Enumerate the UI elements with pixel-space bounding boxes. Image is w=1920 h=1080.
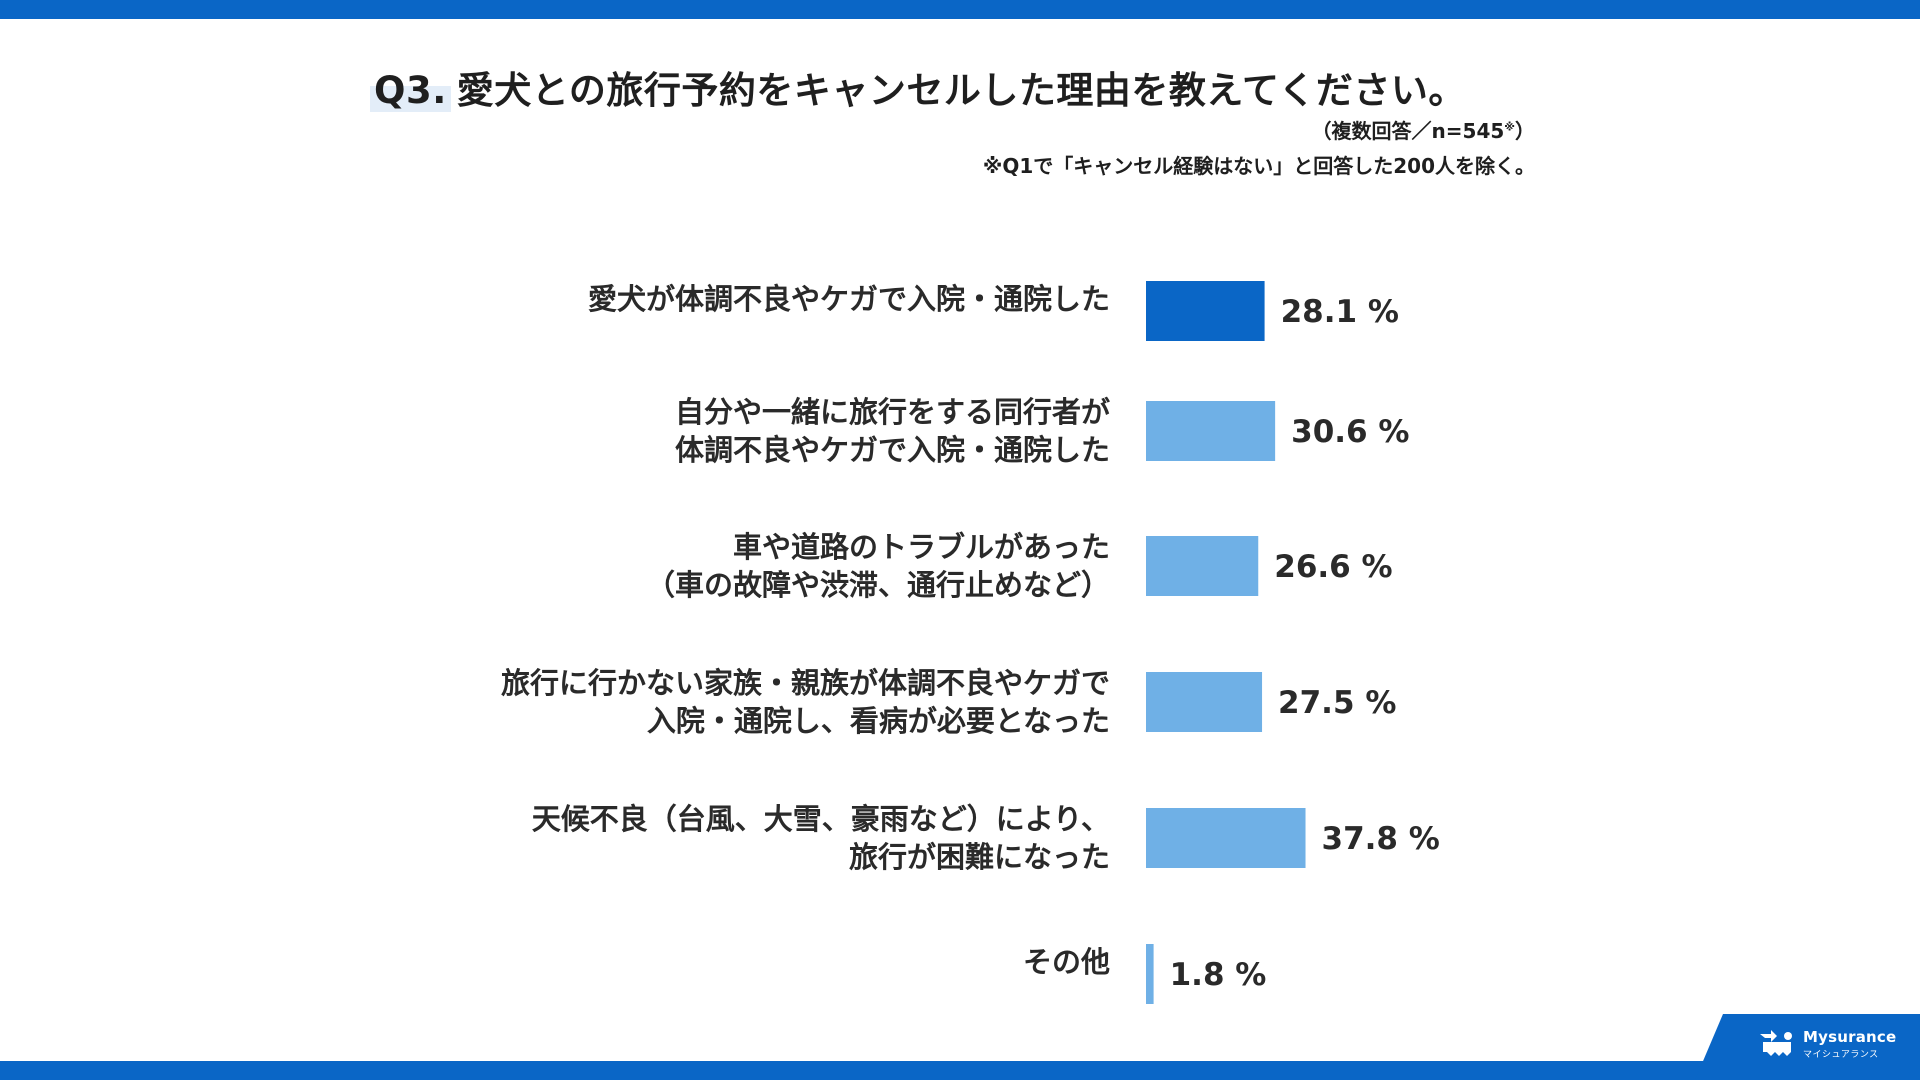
response-note-close: ） — [1515, 119, 1535, 143]
category-label-4-0: 天候不良（台風、大雪、豪雨など）により、 — [532, 802, 1110, 836]
value-label-4: 37.8 % — [1322, 821, 1440, 857]
category-label-1-0: 自分や一緒に旅行をする同行者が — [675, 395, 1110, 429]
bar-5 — [1146, 944, 1154, 1004]
brand-logo: Mysurance マイシュアランス — [1695, 1014, 1920, 1080]
category-label-0-0: 愛犬が体調不良やケガで入院・通院した — [588, 282, 1110, 316]
top-accent-bar — [0, 0, 1920, 19]
brand-name-ja: マイシュアランス — [1803, 1050, 1879, 1060]
mysurance-logo-icon — [1760, 1030, 1792, 1056]
bottom-accent-bar — [0, 1061, 1920, 1080]
value-label-3: 27.5 % — [1278, 685, 1396, 721]
bar-1 — [1146, 401, 1276, 461]
bar-0 — [1146, 281, 1265, 341]
category-label-2-1: （車の故障や渋滞、通行止めなど） — [646, 568, 1110, 602]
brand-name-en: Mysurance — [1803, 1028, 1897, 1046]
category-label-2-0: 車や道路のトラブルがあった — [733, 530, 1110, 564]
category-label-4-1: 旅行が困難になった — [849, 840, 1110, 874]
exclusion-note: ※Q1で「キャンセル経験はない」と回答した200人を除く。 — [982, 154, 1535, 178]
bar-3 — [1146, 672, 1263, 732]
question-number: Q3. — [370, 69, 451, 112]
response-note-mark: ※ — [1504, 120, 1515, 134]
page-title: Q3. 愛犬との旅行予約をキャンセルした理由を教えてください。 — [370, 60, 1466, 114]
response-note: （複数回答／n=545※） — [1312, 115, 1535, 144]
category-label-5-0: その他 — [1023, 945, 1110, 979]
category-label-3-1: 入院・通院し、看病が必要となった — [647, 704, 1110, 738]
value-label-5: 1.8 % — [1170, 957, 1267, 993]
question-text: 愛犬との旅行予約をキャンセルした理由を教えてください。 — [456, 69, 1466, 112]
value-label-2: 26.6 % — [1274, 549, 1392, 585]
category-label-3-0: 旅行に行かない家族・親族が体調不良やケガで — [501, 666, 1110, 700]
value-label-0: 28.1 % — [1281, 294, 1399, 330]
bar-2 — [1146, 536, 1259, 596]
response-note-text: （複数回答／n=545 — [1311, 119, 1505, 143]
bar-4 — [1146, 808, 1306, 868]
category-label-1-1: 体調不良やケガで入院・通院した — [675, 433, 1110, 467]
value-label-1: 30.6 % — [1291, 414, 1409, 450]
